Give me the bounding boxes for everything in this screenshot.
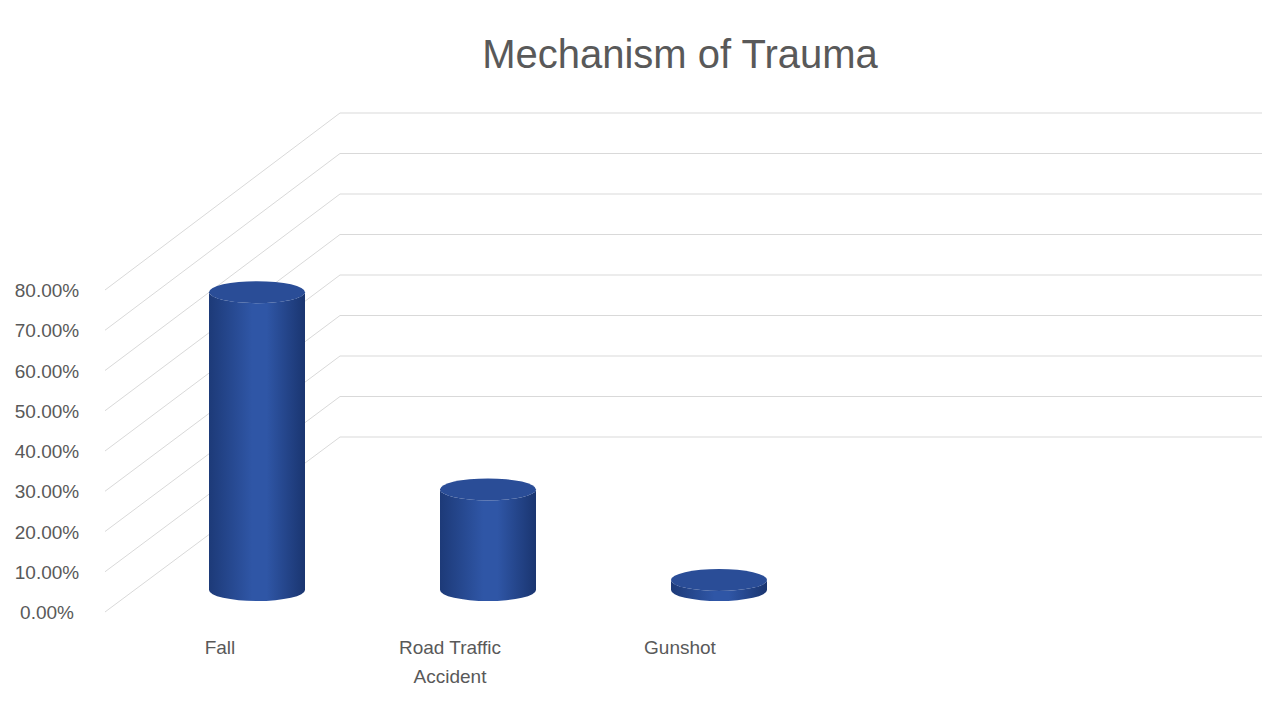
- y-tick-label: 50.00%: [15, 401, 80, 422]
- y-tick-label: 60.00%: [15, 361, 80, 382]
- x-tick-label: Gunshot: [644, 637, 717, 658]
- chart-root: Mechanism of Trauma 0.00% 10.00% 20.00% 30.0…: [0, 0, 1280, 720]
- grid-line: [340, 275, 1262, 276]
- bars: [209, 281, 767, 601]
- x-tick-label: Fall: [205, 637, 236, 658]
- y-tick-label: 10.00%: [15, 562, 80, 583]
- grid-line: [340, 315, 1262, 316]
- grid-line: [340, 113, 1262, 114]
- y-tick-label: 30.00%: [15, 481, 80, 502]
- y-tick-label: 40.00%: [15, 441, 80, 462]
- grid-line: [340, 396, 1262, 397]
- bar-body: [209, 292, 305, 601]
- grid-line: [340, 194, 1262, 195]
- y-tick-label: 0.00%: [20, 602, 74, 623]
- y-tick-label: 70.00%: [15, 320, 80, 341]
- grid-line: [340, 437, 1262, 438]
- bar: [671, 569, 767, 601]
- chart-svg: Mechanism of Trauma 0.00% 10.00% 20.00% 30.0…: [0, 0, 1280, 720]
- grid-line: [340, 356, 1262, 357]
- x-tick-label: Road TrafficAccident: [399, 637, 501, 687]
- grid-line: [340, 234, 1262, 235]
- chart-title: Mechanism of Trauma: [482, 32, 878, 76]
- bar-top: [440, 478, 536, 500]
- bar: [440, 478, 536, 601]
- grid-line: [340, 153, 1262, 154]
- bar-top: [209, 281, 305, 303]
- bar: [209, 281, 305, 601]
- grid-line-depth: [105, 113, 340, 290]
- y-tick-label: 80.00%: [15, 280, 80, 301]
- bar-top: [671, 569, 767, 591]
- grid: [105, 113, 1262, 612]
- y-tick-label: 20.00%: [15, 522, 80, 543]
- bar-body: [440, 489, 536, 601]
